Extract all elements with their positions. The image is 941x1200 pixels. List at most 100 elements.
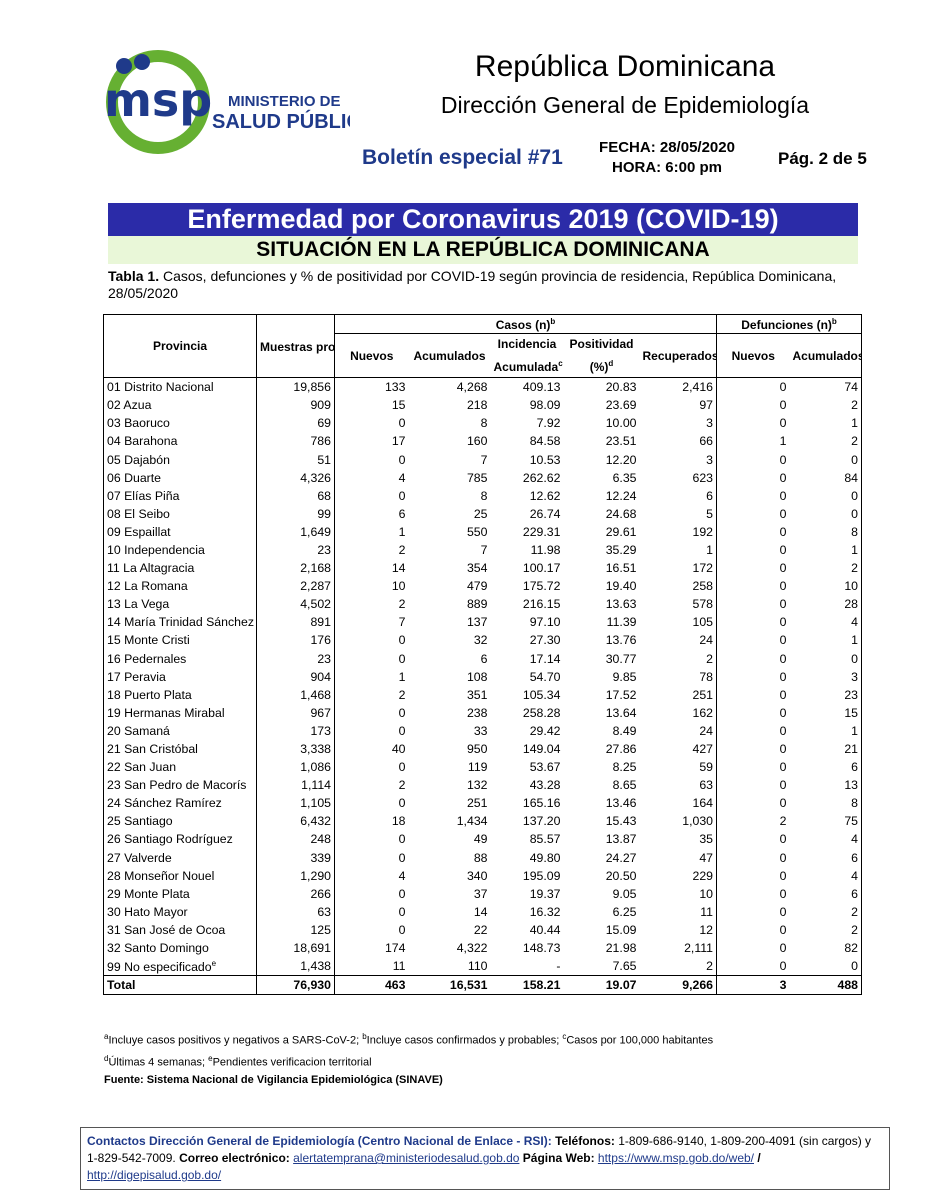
province-cell: Total xyxy=(103,975,257,996)
column-header: Incidencia Acumuladac xyxy=(490,333,564,379)
value-cell: 9.85 xyxy=(564,668,640,686)
cell-text: 229.31 xyxy=(522,524,561,539)
value-cell: 17.14 xyxy=(491,650,564,668)
cell-text: 967 xyxy=(310,705,331,720)
value-cell: 0 xyxy=(717,414,790,432)
table-row: 26 Santiago Rodríguez 248 0 49 85.57 13.87 35 0… xyxy=(103,830,863,849)
value-cell: 17.52 xyxy=(564,686,640,704)
value-cell: 195.09 xyxy=(491,867,564,885)
table-row: 16 Pedernales 23 0 6 17.14 30.77 2 0 0 xyxy=(103,649,863,668)
cell-text: 26.74 xyxy=(529,506,561,521)
table-row: 20 Samaná 173 0 33 29.42 8.49 24 0 1 xyxy=(103,721,863,740)
logo-line: SALUD PÚBLICA xyxy=(212,109,350,133)
value-cell: 13.76 xyxy=(564,631,640,649)
superscript: b xyxy=(362,1032,367,1041)
table-row: 18 Puerto Plata 1,468 2 351 105.34 17.52 251 0 2… xyxy=(103,685,863,704)
cell-text: 0 xyxy=(851,959,859,974)
cell-text: 0 xyxy=(779,597,787,612)
cell-text: 7.92 xyxy=(536,416,561,431)
cell-text: 1 xyxy=(706,542,714,557)
value-cell: 149.04 xyxy=(491,740,564,758)
web-link[interactable]: http://digepisalud.gob.do/ xyxy=(87,1168,222,1182)
cell-text: 75 xyxy=(844,814,859,829)
value-cell: 11 xyxy=(335,957,409,976)
phones: 1-809-686-9140, 1-809-200-4091 (sin carg… xyxy=(87,1134,872,1165)
cell-text: 0 xyxy=(779,742,787,757)
cell-text: 0 xyxy=(779,723,787,738)
cell-text: 251 xyxy=(692,687,714,702)
value-cell: 0 xyxy=(717,396,790,414)
cell-text: 3 xyxy=(779,978,787,993)
source: Fuente: Sistema Nacional de Vigilancia E… xyxy=(104,1074,443,1087)
value-cell: 1 xyxy=(639,540,718,560)
cell-text: 8.25 xyxy=(612,760,637,775)
value-cell: 21 xyxy=(789,739,863,759)
province-cell: 13 La Vega xyxy=(103,595,257,614)
value-cell: 4,268 xyxy=(409,378,491,397)
cell-text: 19 Hermanas Mirabal xyxy=(107,705,225,720)
table-row: 32 Santo Domingo 18,691 174 4,322 148.73 21.9… xyxy=(103,939,863,958)
cell-text: 0 xyxy=(779,941,787,956)
cell-text: 3 xyxy=(851,669,859,684)
cell-text: 1,434 xyxy=(456,814,488,829)
cell-text: 258 xyxy=(692,579,714,594)
province-cell: 01 Distrito Nacional xyxy=(103,377,257,397)
cell-text: 950 xyxy=(466,742,488,757)
cell-text: 2 xyxy=(851,922,859,937)
value-cell: 30.77 xyxy=(564,650,640,668)
value-cell: 967 xyxy=(256,703,335,722)
value-cell: 10.53 xyxy=(491,450,564,468)
province-cell: 99 No especificadoe xyxy=(103,957,257,976)
cell-text: 35.29 xyxy=(605,542,637,557)
cell-text: 8.65 xyxy=(612,778,637,793)
cell-text: 02 Azua xyxy=(107,398,152,413)
cell-text: 164 xyxy=(692,796,714,811)
cell-text: 14 xyxy=(473,904,488,919)
cell-text: 786 xyxy=(310,434,331,449)
value-cell: 2 xyxy=(639,957,718,976)
caption-text: Casos, defunciones y % de positividad po… xyxy=(108,268,837,301)
value-cell: 14 xyxy=(409,903,491,921)
value-cell: 2 xyxy=(789,920,863,939)
cell-text: 133 xyxy=(384,380,406,395)
value-cell: 0 xyxy=(717,595,790,613)
cell-text: 0 xyxy=(851,452,859,467)
cell-text: 1 xyxy=(398,524,406,539)
web-link[interactable]: https://www.msp.gob.do/web/ xyxy=(597,1151,754,1165)
value-cell: 550 xyxy=(409,523,491,541)
email-link[interactable]: alertatemprana@ministeriodesalud.gob.do xyxy=(293,1151,520,1165)
value-cell: 15.09 xyxy=(564,921,640,939)
value-cell: 0 xyxy=(335,849,409,867)
value-cell: 0 xyxy=(717,668,790,686)
value-cell: 59 xyxy=(639,758,718,777)
value-cell: 6,432 xyxy=(256,812,335,831)
cell-text: 488 xyxy=(837,978,859,993)
column-header: Nuevos xyxy=(334,333,409,379)
note-line: aIncluye casos positivos y negativos a S… xyxy=(104,1028,884,1050)
cell-text: 0 xyxy=(398,796,406,811)
value-cell: 479 xyxy=(409,577,491,595)
value-cell: 6.35 xyxy=(564,469,640,487)
column-header: Muestras procesadasa xyxy=(256,313,335,379)
cell-text: 14 María Trinidad Sánchez xyxy=(107,615,254,630)
page-number: Pág. 2 de 5 xyxy=(778,149,867,168)
value-cell: 6 xyxy=(335,505,409,523)
cell-text: 340 xyxy=(466,868,488,883)
cell-text: 17 xyxy=(391,434,406,449)
value-cell: 1 xyxy=(717,432,790,450)
cell-text: 0 xyxy=(779,416,787,431)
value-cell: 25 xyxy=(409,505,491,523)
cell-text: 69 xyxy=(317,416,331,431)
cell-text: 11 xyxy=(392,959,406,974)
value-cell: 0 xyxy=(717,631,790,649)
cell-text: 160 xyxy=(466,434,488,449)
table-row: 10 Independencia 23 2 7 11.98 35.29 1 0 1 xyxy=(103,540,863,560)
cell-text: 23 xyxy=(844,687,859,702)
province-cell: 27 Valverde xyxy=(103,848,257,867)
cell-text: 24.68 xyxy=(605,506,637,521)
cell-text: 1,030 xyxy=(682,814,714,829)
value-cell: 1 xyxy=(335,668,409,686)
value-cell: 0 xyxy=(717,830,790,848)
cell-text: 4 xyxy=(398,470,406,485)
value-cell: 158.21 xyxy=(490,975,564,996)
